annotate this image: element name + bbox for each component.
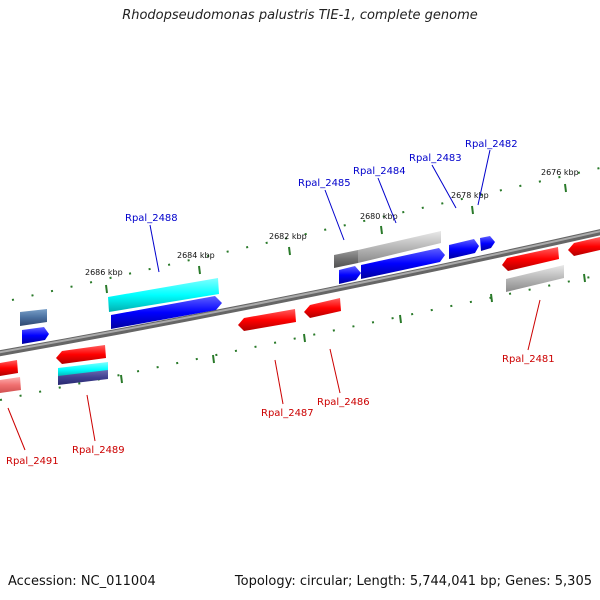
gene-arrow-2491-red[interactable] [0, 360, 18, 376]
label-rpal-2489[interactable]: Rpal_2489 [72, 445, 125, 456]
forward-features [20, 231, 495, 344]
label-rpal-2485[interactable]: Rpal_2485 [298, 178, 351, 189]
upper-tick-ring [11, 167, 600, 301]
gene-block-2481-grey[interactable] [506, 265, 564, 292]
label-rpal-2483[interactable]: Rpal_2483 [409, 153, 462, 164]
label-rpal-2491[interactable]: Rpal_2491 [6, 456, 59, 467]
label-rpal-2486[interactable]: Rpal_2486 [317, 397, 370, 408]
gene-arrow-2483[interactable] [449, 239, 479, 259]
gene-arrow-2487[interactable] [238, 309, 296, 331]
gene-block-2489-cyan[interactable] [58, 362, 108, 377]
gene-arrow-2484[interactable] [361, 248, 445, 279]
label-rpal-2484[interactable]: Rpal_2484 [353, 166, 406, 177]
label-rpal-2487[interactable]: Rpal_2487 [261, 408, 314, 419]
gene-block-dark[interactable] [334, 250, 358, 268]
gene-arrow-2489-red[interactable] [56, 345, 106, 364]
top-label-leaders [149, 149, 491, 273]
genome-summary-text: Topology: circular; Length: 5,744,041 bp… [234, 574, 592, 589]
gene-block-grey[interactable] [358, 231, 441, 263]
gene-arrow-2482[interactable] [480, 236, 495, 251]
genome-title: Rhodopseudomonas palustris TIE-1, comple… [122, 8, 478, 23]
tick-label-2676: 2676 kbp [541, 168, 579, 177]
label-rpal-2481[interactable]: Rpal_2481 [502, 354, 555, 365]
major-ticks [105, 183, 586, 384]
tick-label-2678: 2678 kbp [451, 191, 489, 200]
gene-arrow-2486[interactable] [304, 298, 341, 318]
tick-label-2680: 2680 kbp [360, 212, 398, 221]
accession-text: Accession: NC_011004 [8, 574, 156, 589]
gene-arrow-right-red[interactable] [568, 237, 600, 256]
gene-arrow-2481[interactable] [502, 247, 559, 271]
label-rpal-2482[interactable]: Rpal_2482 [465, 139, 518, 150]
gene-block-2491-pink[interactable] [0, 377, 21, 393]
tick-label-2686: 2686 kbp [85, 268, 123, 277]
gene-block-steel[interactable] [20, 309, 47, 326]
gene-arrow-2485[interactable] [339, 266, 361, 284]
tick-label-2682: 2682 kbp [269, 232, 307, 241]
bottom-label-leaders [7, 299, 541, 451]
reverse-features [0, 237, 600, 393]
gene-arrow-2488[interactable] [111, 296, 222, 329]
label-rpal-2488[interactable]: Rpal_2488 [125, 213, 178, 224]
gene-block-2488-cyan[interactable] [108, 278, 219, 312]
gene-arrow-left-blue[interactable] [22, 327, 49, 344]
gene-block-2489-navy[interactable] [58, 370, 108, 385]
tick-label-2684: 2684 kbp [177, 251, 215, 260]
